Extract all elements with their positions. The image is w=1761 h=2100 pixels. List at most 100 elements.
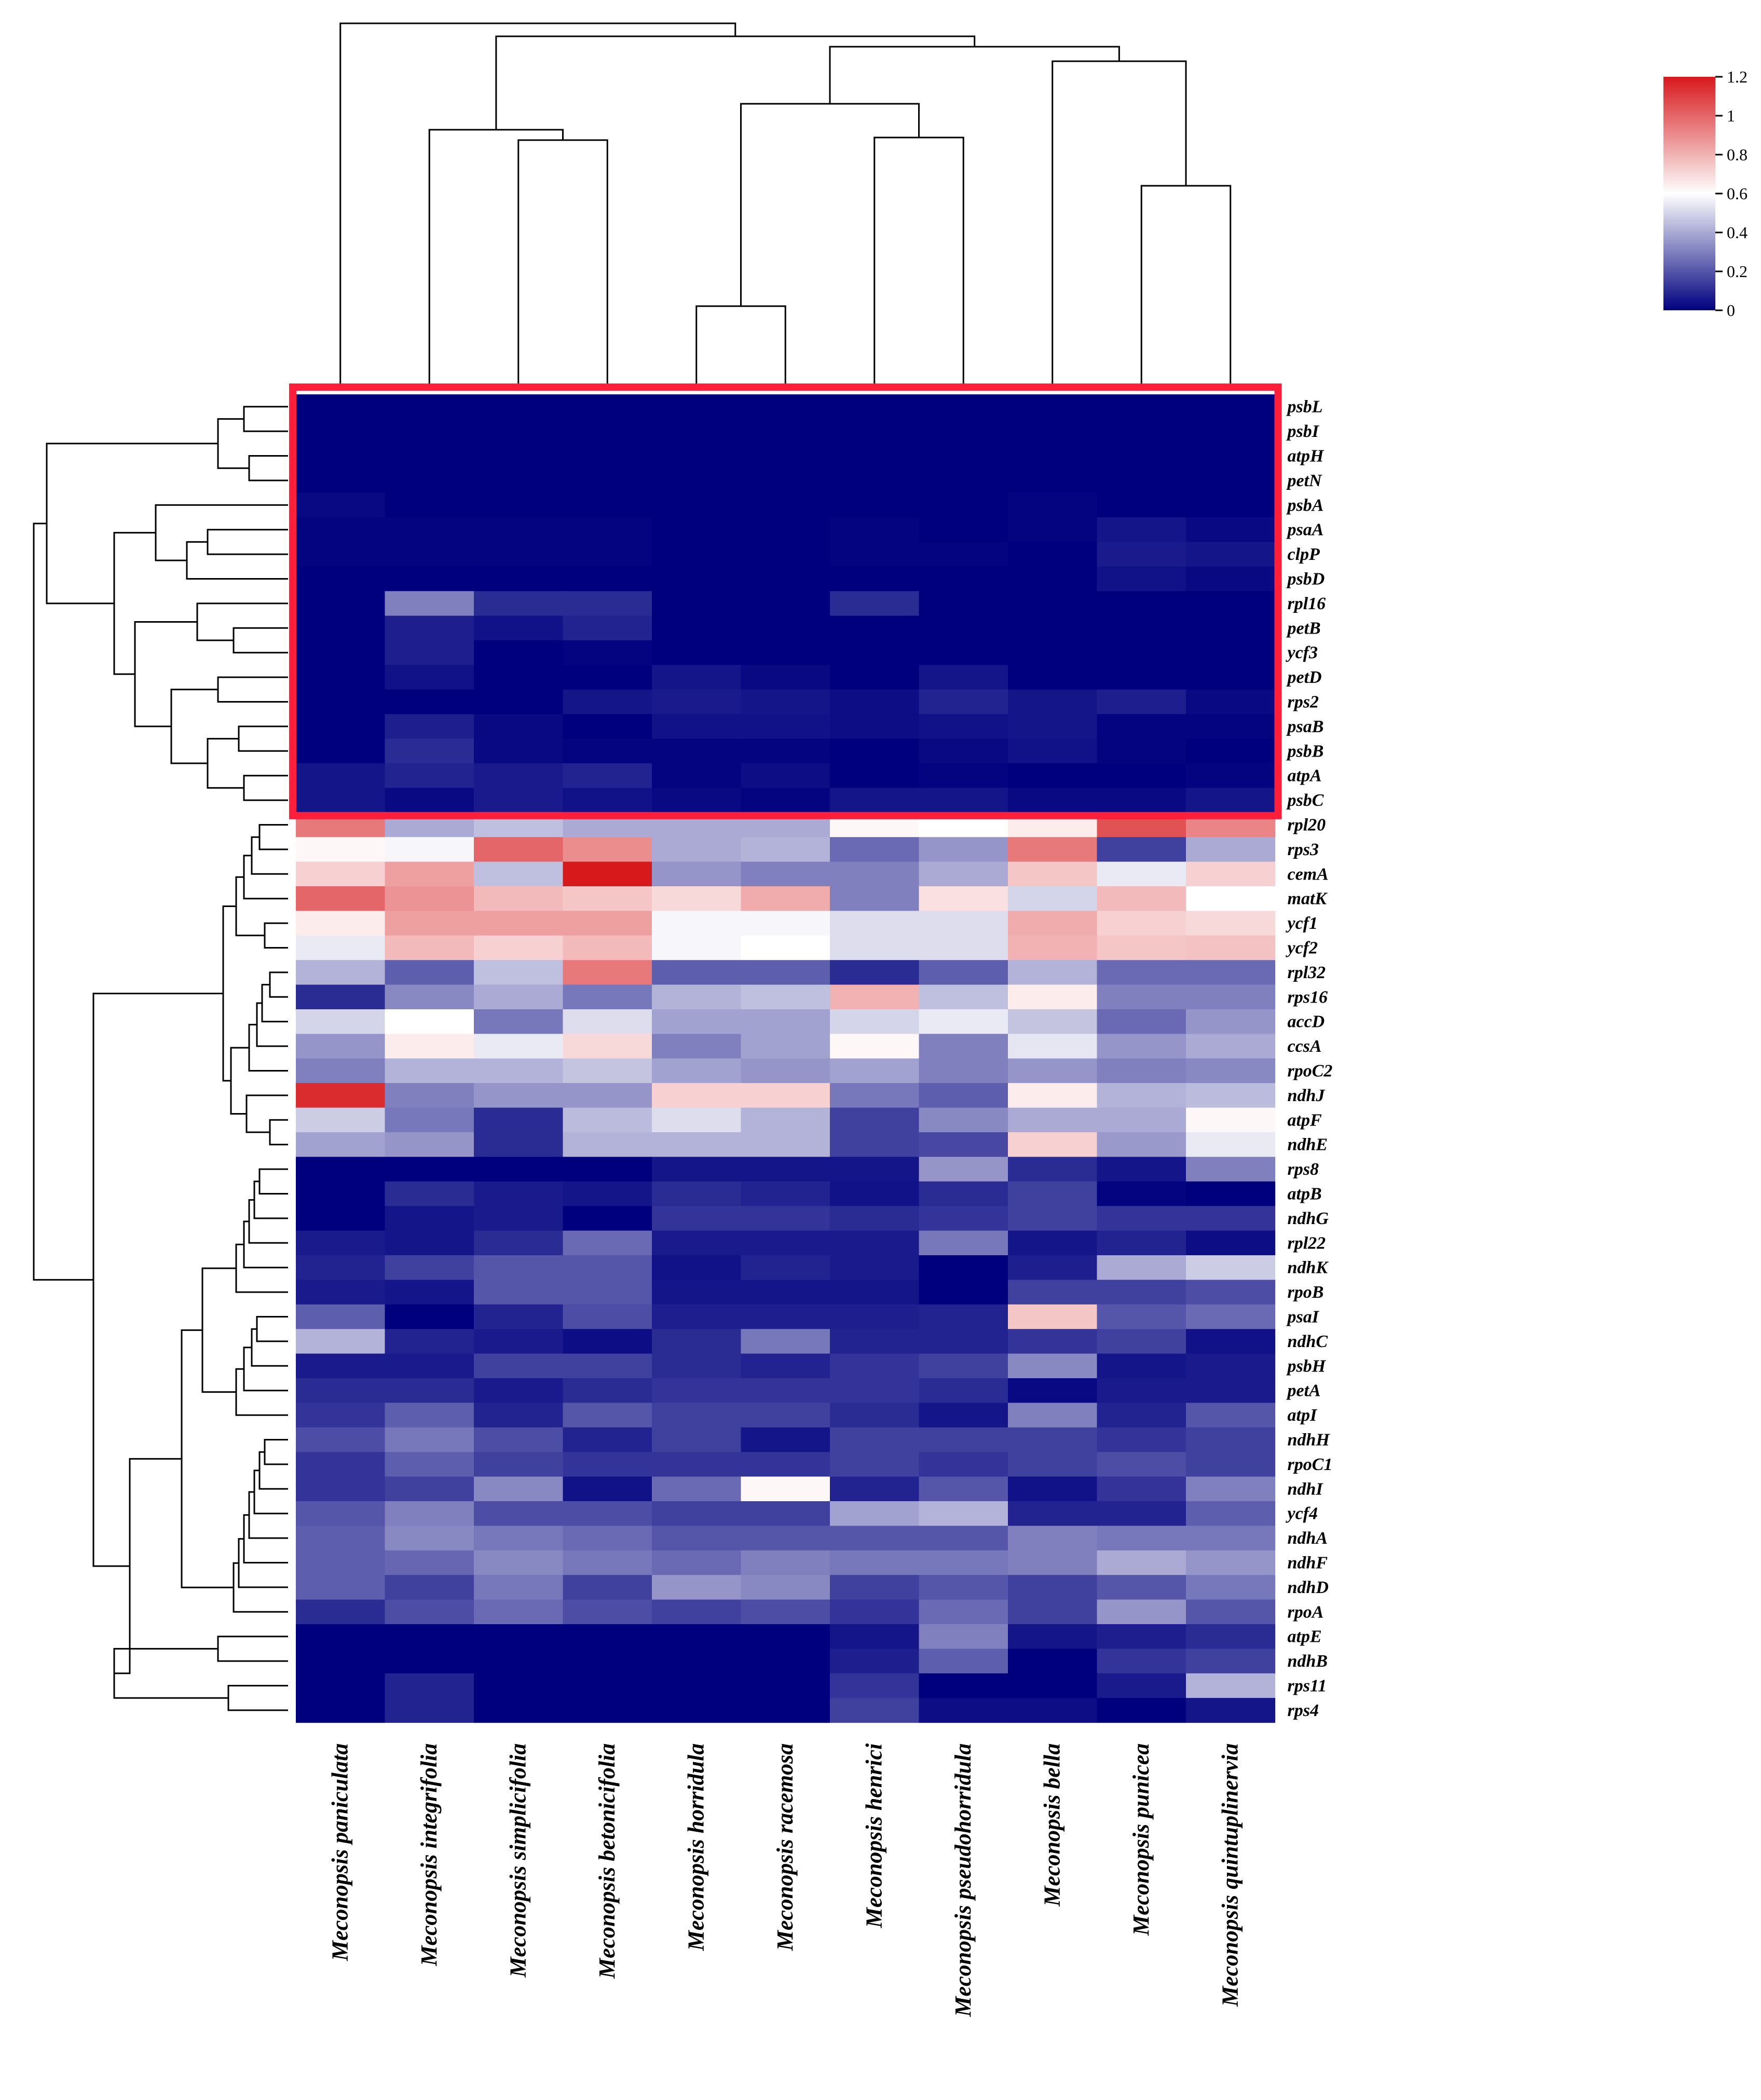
heatmap-cell [830, 566, 920, 592]
row-label: psbI [1286, 422, 1320, 441]
heatmap-cell [296, 542, 386, 567]
heatmap-cell [919, 886, 1008, 911]
heatmap-cell [1097, 935, 1186, 960]
heatmap-cell [652, 665, 742, 690]
heatmap-cell [296, 1304, 386, 1329]
heatmap-cell [1186, 1157, 1276, 1182]
heatmap-cell [741, 1280, 830, 1305]
heatmap-cell [1186, 665, 1276, 690]
heatmap-cell [474, 591, 564, 616]
heatmap-cell [1008, 1058, 1098, 1083]
heatmap-cell [474, 738, 564, 764]
heatmap-cell [296, 1280, 386, 1305]
heatmap-cell [296, 1132, 386, 1157]
row-label: atpI [1288, 1406, 1318, 1425]
heatmap-cell [474, 394, 564, 419]
row-label: rps8 [1288, 1160, 1319, 1179]
heatmap-cell [652, 1550, 742, 1575]
column-label: Meconopsis henrici [862, 1743, 887, 1928]
row-label: rps3 [1288, 840, 1319, 859]
row-label: clpP [1288, 545, 1320, 564]
heatmap-cell [1186, 960, 1276, 985]
heatmap-cell [1186, 861, 1276, 887]
heatmap-cell [296, 1403, 386, 1428]
heatmap-cell [652, 788, 742, 813]
heatmap-cell [830, 1550, 920, 1575]
heatmap-cell [1186, 689, 1276, 715]
heatmap-cell [919, 1476, 1008, 1502]
heatmap-cell [474, 1107, 564, 1133]
heatmap-cell [1097, 1378, 1186, 1403]
heatmap-cell [1097, 1403, 1186, 1428]
dendrogram-link [1052, 60, 1187, 387]
heatmap-cell [830, 1304, 920, 1329]
heatmap-cell [1097, 542, 1186, 567]
heatmap-cell [296, 1550, 386, 1575]
heatmap-cell [741, 468, 830, 493]
heatmap-cell [830, 468, 920, 493]
heatmap-cell [1008, 566, 1098, 592]
row-label: psbL [1286, 397, 1323, 417]
row-label: matK [1288, 889, 1328, 909]
heatmap-cell [919, 1230, 1008, 1256]
heatmap-cell [296, 517, 386, 542]
heatmap-cell [1008, 1034, 1098, 1059]
heatmap-cell [1008, 443, 1098, 469]
heatmap-cell [563, 665, 652, 690]
heatmap-cell [652, 935, 742, 960]
heatmap-cell [563, 1476, 652, 1502]
colorbar-tick-label: 0.2 [1727, 262, 1748, 281]
heatmap-cell [741, 566, 830, 592]
heatmap-cell [830, 984, 920, 1010]
dendrogram-link [1140, 185, 1232, 387]
heatmap-cell [385, 1034, 474, 1059]
heatmap-cell [1008, 1526, 1098, 1551]
heatmap-cell [652, 1329, 742, 1354]
dendrogram-link [196, 602, 288, 641]
heatmap-cell [474, 1403, 564, 1428]
heatmap-cell [1008, 1649, 1098, 1674]
heatmap-cell [1186, 1132, 1276, 1157]
row-label: atpH [1288, 447, 1325, 466]
heatmap-cell [385, 615, 474, 641]
heatmap-cell [296, 640, 386, 665]
heatmap-cell [919, 911, 1008, 936]
heatmap-cell [652, 517, 742, 542]
heatmap-cell [385, 1255, 474, 1280]
dendrogram-link [256, 1316, 288, 1342]
heatmap-cell [296, 443, 386, 469]
heatmap-cell [296, 1476, 386, 1502]
heatmap-cell [563, 468, 652, 493]
heatmap-cell [1008, 1083, 1098, 1108]
heatmap-cell [919, 1058, 1008, 1083]
row-label: petD [1286, 668, 1322, 687]
heatmap-cell [474, 1132, 564, 1157]
heatmap-cell [652, 542, 742, 567]
dendrogram-link [243, 855, 288, 900]
heatmap-cell [919, 1255, 1008, 1280]
heatmap-cell [652, 689, 742, 715]
heatmap-cell [563, 1034, 652, 1059]
highlight-box [289, 383, 1282, 819]
dendrogram-link [113, 1648, 228, 1699]
heatmap-cell [1186, 1575, 1276, 1600]
heatmap-cell [830, 1107, 920, 1133]
heatmap-cell [385, 1009, 474, 1034]
heatmap-cell [741, 1034, 830, 1059]
heatmap-cell [1186, 1452, 1276, 1477]
heatmap-cell [1186, 1624, 1276, 1649]
dendrogram-link [258, 824, 288, 850]
dendrogram-link [695, 305, 786, 387]
heatmap-cell [296, 1649, 386, 1674]
heatmap-cell [474, 1083, 564, 1108]
heatmap-cell [1008, 1329, 1098, 1354]
heatmap-cell [1008, 665, 1098, 690]
column-label: Meconopsis simplicifolia [506, 1744, 531, 1978]
heatmap-cell [652, 886, 742, 911]
colorbar-tick-label: 0.8 [1727, 145, 1748, 164]
row-label: psbH [1286, 1356, 1327, 1376]
heatmap-cell [1008, 1230, 1098, 1256]
heatmap-cell [1008, 1206, 1098, 1231]
heatmap-cell [1097, 1575, 1186, 1600]
heatmap-cell [385, 1403, 474, 1428]
